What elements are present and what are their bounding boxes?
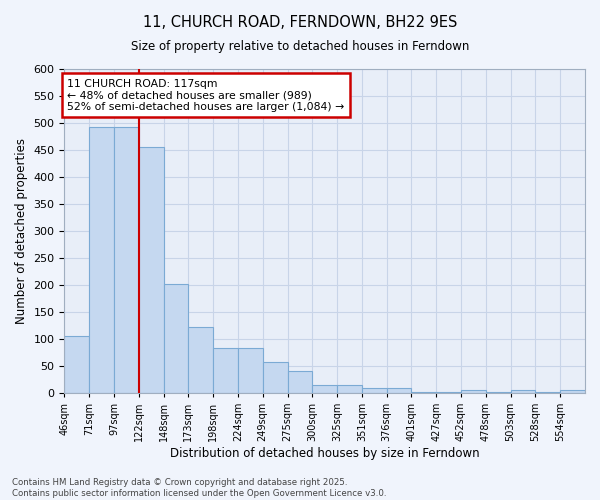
Bar xyxy=(535,392,560,393)
Bar xyxy=(139,148,164,393)
Bar xyxy=(263,362,287,393)
Bar xyxy=(436,392,461,393)
Bar xyxy=(386,388,412,393)
Bar xyxy=(362,388,386,393)
Bar xyxy=(511,390,535,393)
Text: Contains HM Land Registry data © Crown copyright and database right 2025.
Contai: Contains HM Land Registry data © Crown c… xyxy=(12,478,386,498)
Bar xyxy=(287,372,313,393)
Bar xyxy=(313,385,337,393)
Bar xyxy=(188,326,213,393)
Bar xyxy=(486,392,511,393)
Bar xyxy=(164,284,188,393)
X-axis label: Distribution of detached houses by size in Ferndown: Distribution of detached houses by size … xyxy=(170,447,479,460)
Bar xyxy=(114,128,139,393)
Bar xyxy=(89,128,114,393)
Y-axis label: Number of detached properties: Number of detached properties xyxy=(15,138,28,324)
Text: Size of property relative to detached houses in Ferndown: Size of property relative to detached ho… xyxy=(131,40,469,53)
Bar xyxy=(213,348,238,393)
Bar xyxy=(560,390,585,393)
Text: 11, CHURCH ROAD, FERNDOWN, BH22 9ES: 11, CHURCH ROAD, FERNDOWN, BH22 9ES xyxy=(143,15,457,30)
Bar xyxy=(461,390,486,393)
Bar xyxy=(64,336,89,393)
Bar xyxy=(337,385,362,393)
Bar xyxy=(238,348,263,393)
Text: 11 CHURCH ROAD: 117sqm
← 48% of detached houses are smaller (989)
52% of semi-de: 11 CHURCH ROAD: 117sqm ← 48% of detached… xyxy=(67,78,344,112)
Bar xyxy=(412,392,436,393)
